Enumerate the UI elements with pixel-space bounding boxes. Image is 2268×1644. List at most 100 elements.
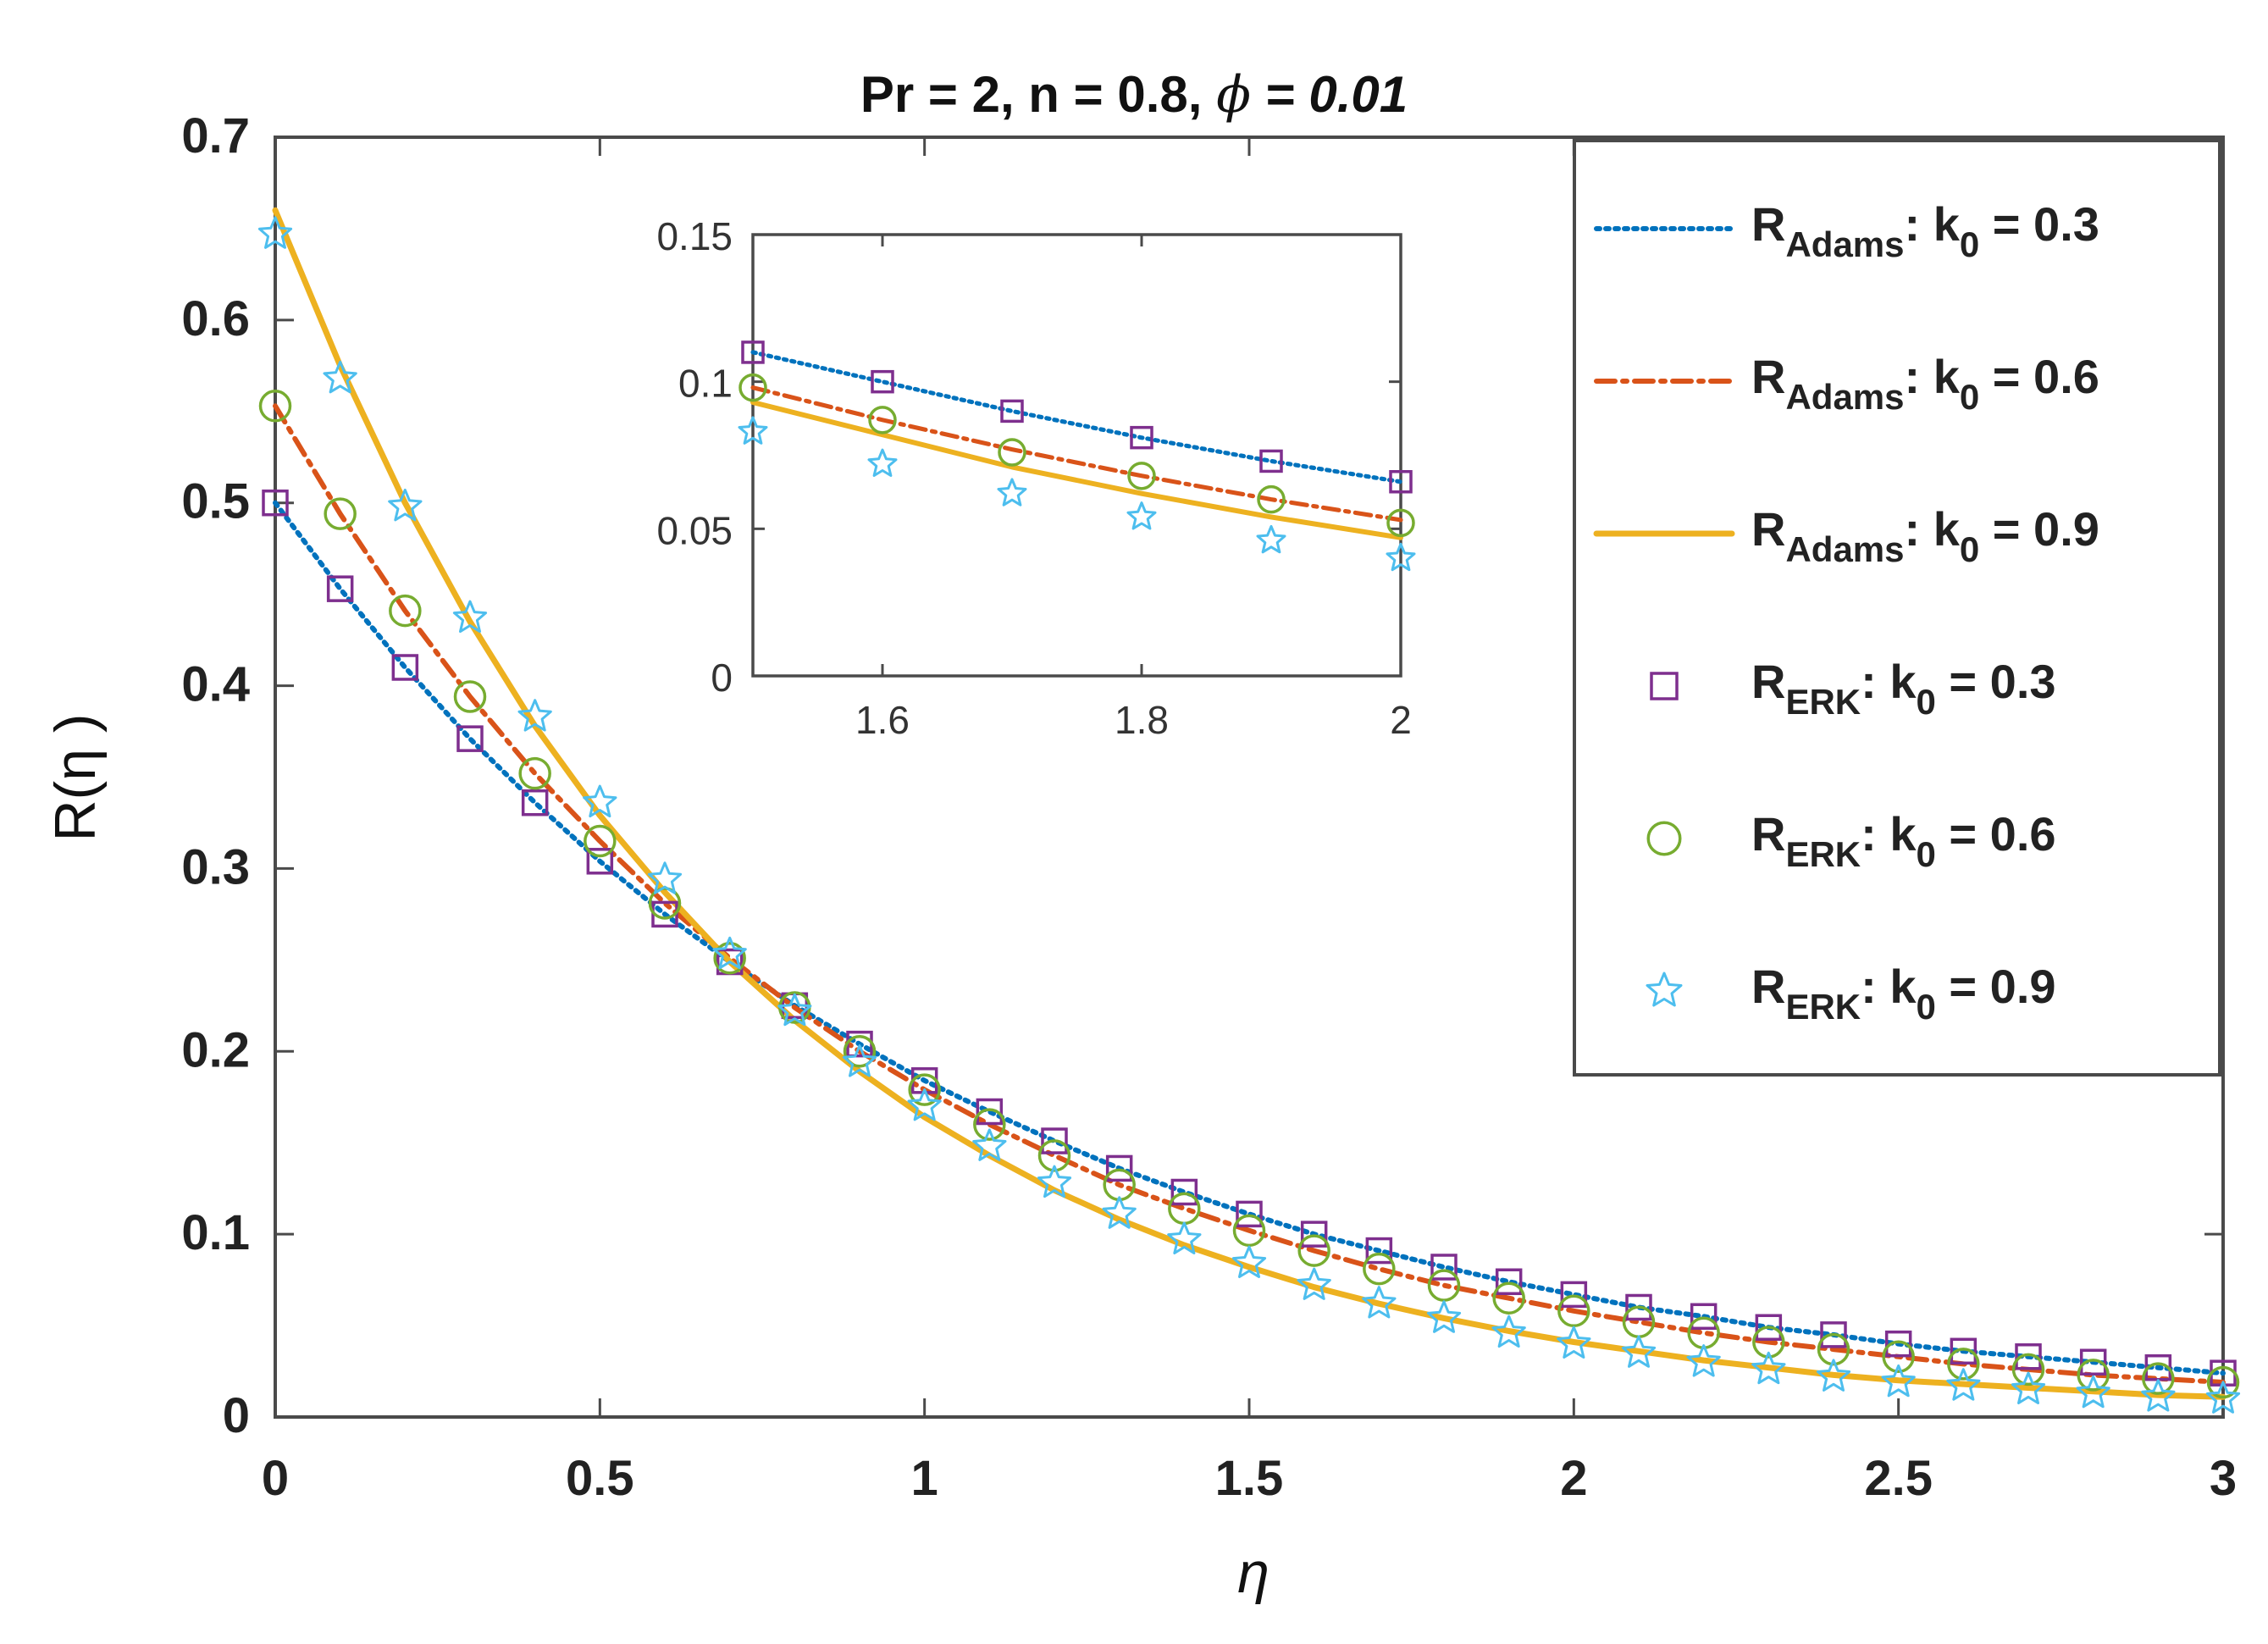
legend-label: RAdams: k0 = 0.3 xyxy=(1751,197,2099,264)
main-square-point xyxy=(262,489,289,517)
main-star-point xyxy=(1362,1286,1397,1319)
main-square-point xyxy=(1041,1127,1068,1154)
main-star-point xyxy=(1816,1359,1851,1392)
legend-label: RAdams: k0 = 0.9 xyxy=(1751,502,2099,569)
main-star-point xyxy=(647,861,683,894)
main-star-point xyxy=(1167,1221,1202,1254)
main-circle-point xyxy=(389,594,422,628)
inset-y-tick-label: 0 xyxy=(711,656,733,700)
main-square-point xyxy=(1495,1268,1523,1296)
inset-x-ticks: 1.6 1.8 2 xyxy=(855,235,1412,742)
main-circle-point xyxy=(1947,1348,1980,1381)
inset-square-point xyxy=(741,340,765,364)
legend-label: RAdams: k0 = 0.6 xyxy=(1751,350,2099,417)
inset-line-series-1 xyxy=(750,350,1403,484)
inset-series-group xyxy=(738,340,1416,572)
inset-star-point xyxy=(1126,501,1157,530)
main-y-tick-label: 0 xyxy=(223,1388,250,1443)
main-circle-point xyxy=(843,1035,877,1068)
inset-x-tick-label: 2 xyxy=(1390,698,1412,742)
main-square-point xyxy=(2015,1343,2042,1370)
inset-y-tick-label: 0.05 xyxy=(656,508,733,552)
main-circle-point xyxy=(2206,1365,2240,1399)
main-square-point xyxy=(456,725,484,752)
main-star-point xyxy=(1557,1326,1591,1359)
main-star-point xyxy=(1751,1351,1786,1385)
main-circle-point xyxy=(1297,1234,1330,1267)
main-star-point xyxy=(1231,1245,1267,1278)
inset-line-series-3 xyxy=(750,400,1403,540)
main-line-series-3 xyxy=(272,207,2227,1400)
main-x-tick-label: 1 xyxy=(911,1451,938,1506)
main-y-tick-label: 0.1 xyxy=(181,1205,250,1260)
legend-square-swatch xyxy=(1650,672,1679,700)
main-circle-point xyxy=(1492,1281,1525,1315)
main-x-tick-label: 1.5 xyxy=(1215,1451,1284,1506)
main-square-point xyxy=(1560,1281,1588,1309)
main-x-tick-label: 3 xyxy=(2210,1451,2237,1506)
main-y-tick-label: 0.3 xyxy=(181,839,250,894)
main-star-point xyxy=(257,216,293,249)
main-x-ticks: 0 0.5 1 1.5 2 2.5 3 xyxy=(262,137,2237,1506)
main-x-tick-label: 2 xyxy=(1560,1451,1587,1506)
main-y-tick-label: 0.5 xyxy=(181,474,250,529)
main-square-point xyxy=(1625,1293,1652,1321)
main-circle-point xyxy=(2077,1359,2110,1392)
main-star-point xyxy=(2011,1371,2046,1404)
main-circle-point xyxy=(1882,1340,1915,1374)
main-star-point xyxy=(842,1044,877,1077)
chart-title: Pr = 2, n = 0.8, ϕ = 0.01 xyxy=(860,65,1408,125)
inset-star-point xyxy=(738,416,768,445)
legend-box xyxy=(1573,139,2221,1077)
legend-circle-swatch xyxy=(1646,821,1682,856)
legend-entries: RAdams: k0 = 0.3 RAdams: k0 = 0.6 RAdams: … xyxy=(1593,197,2099,1027)
main-circle-point xyxy=(584,824,617,858)
main-star-point xyxy=(1881,1364,1916,1398)
main-star-point xyxy=(2205,1381,2241,1414)
y-axis-label: R(η ) xyxy=(43,713,108,841)
main-circle-point xyxy=(1232,1214,1266,1248)
main-circle-point xyxy=(518,756,551,790)
main-star-point xyxy=(2141,1379,2176,1412)
main-star-point xyxy=(1946,1368,1981,1401)
inset-line-series-2 xyxy=(750,385,1403,523)
x-axis-label: η xyxy=(1237,1541,1270,1605)
main-y-tick-label: 0.7 xyxy=(181,108,250,163)
main-series-group xyxy=(257,207,2241,1414)
main-y-ticks: 0 0.1 0.2 0.3 0.4 0.5 0.6 0.7 xyxy=(181,108,2223,1443)
inset-circle-point xyxy=(738,373,767,402)
inset-square-point xyxy=(1130,425,1153,450)
legend-entry-4: RERK: k0 = 0.3 xyxy=(1650,655,2056,722)
main-star-point xyxy=(777,993,812,1027)
legend-entry-5: RERK: k0 = 0.6 xyxy=(1646,807,2056,874)
legend-entry-2: RAdams: k0 = 0.6 xyxy=(1594,350,2099,417)
main-star-point xyxy=(1621,1335,1657,1368)
main-star-point xyxy=(1102,1196,1137,1229)
inset-square-point xyxy=(1389,470,1413,494)
main-circle-point xyxy=(713,941,746,975)
inset-marker-series-6 xyxy=(738,416,1416,572)
inset-x-tick-label: 1.8 xyxy=(1115,698,1169,742)
legend-entry-1: RAdams: k0 = 0.3 xyxy=(1594,197,2099,264)
inset-y-tick-label: 0.1 xyxy=(678,362,733,406)
main-star-point xyxy=(583,784,617,818)
main-square-point xyxy=(391,654,419,681)
main-circle-point xyxy=(1817,1332,1850,1366)
main-square-point xyxy=(326,575,354,602)
main-circle-point xyxy=(908,1073,941,1106)
main-square-point xyxy=(521,789,549,816)
inset-circle-point xyxy=(1386,508,1415,538)
main-circle-point xyxy=(324,497,357,530)
legend-label: RERK: k0 = 0.9 xyxy=(1751,960,2056,1027)
inset-plot-area xyxy=(751,233,1402,678)
main-circle-point xyxy=(1037,1139,1071,1172)
main-circle-point xyxy=(1752,1326,1785,1359)
main-star-point xyxy=(972,1128,1007,1161)
inset-star-point xyxy=(1256,524,1286,554)
main-square-point xyxy=(1430,1254,1458,1281)
main-x-tick-label: 0.5 xyxy=(566,1451,634,1506)
inset-star-point xyxy=(1386,542,1416,572)
main-circle-point xyxy=(2142,1362,2175,1395)
main-circle-point xyxy=(453,680,487,713)
